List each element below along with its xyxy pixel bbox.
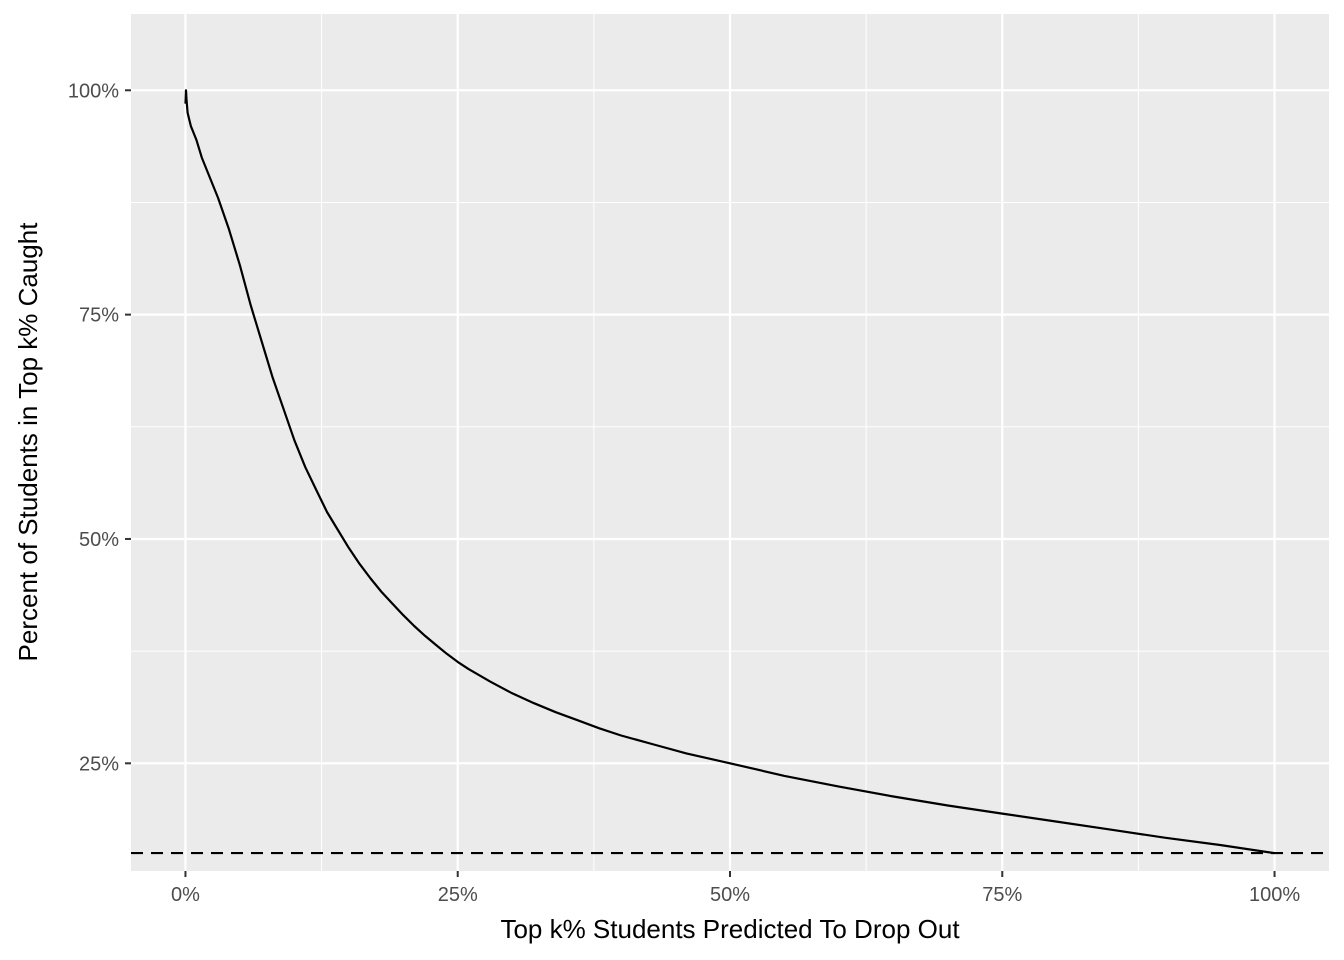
y-tick-label: 25% — [79, 753, 119, 775]
series-line — [184, 89, 1275, 855]
x-tick-label: 50% — [710, 884, 750, 906]
y-tick-label: 50% — [79, 529, 119, 551]
y-tick-label: 75% — [79, 305, 119, 327]
x-tick-label: 25% — [438, 884, 478, 906]
y-axis-title: Percent of Students in Top k% Caught — [13, 222, 43, 662]
x-tick-label: 0% — [171, 884, 200, 906]
x-tick-label: 100% — [1249, 884, 1300, 906]
tick-labels: 0% 25% 50% 75% 100% 25% 50% 75% 100% — [68, 80, 1300, 906]
x-axis-title: Top k% Students Predicted To Drop Out — [500, 914, 960, 944]
axis-ticks — [125, 89, 1276, 877]
y-tick-label: 100% — [68, 80, 119, 102]
x-tick-label: 75% — [982, 884, 1022, 906]
